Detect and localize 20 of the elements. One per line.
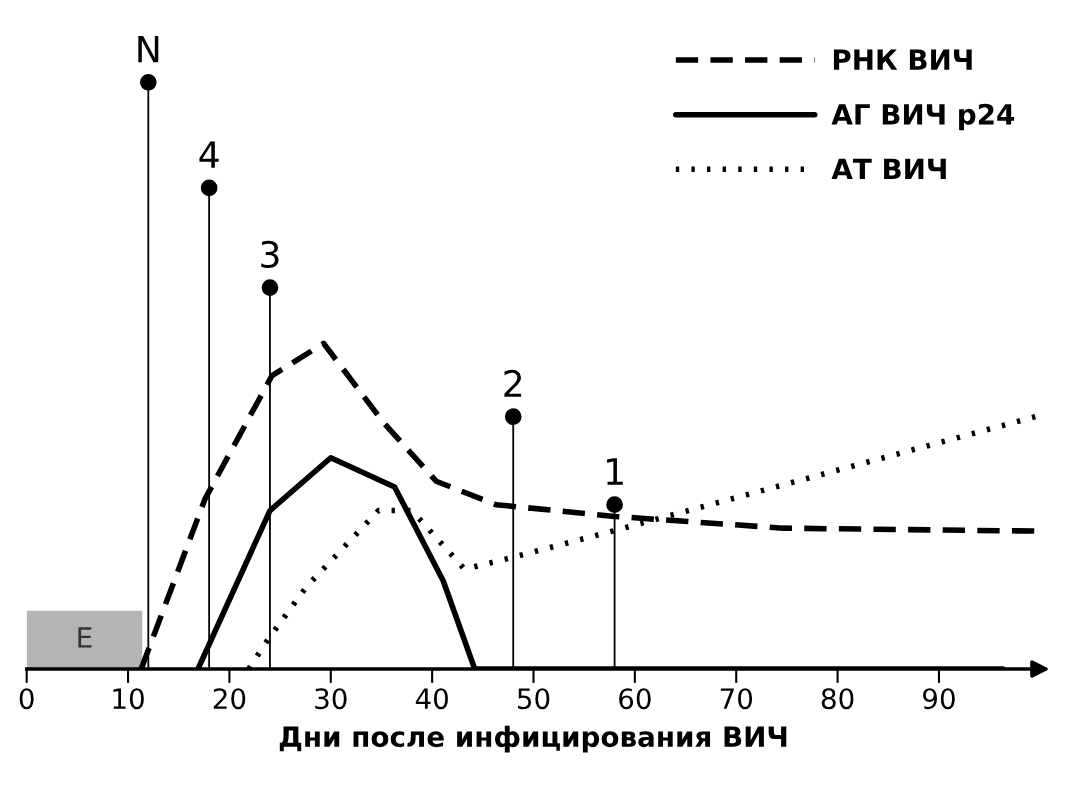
annotation: N	[138, 35, 159, 63]
legend-label: АТ ВИЧ	[831, 158, 946, 180]
x-tick-label: 40	[415, 688, 448, 710]
x-axis-title: Дни после инфицирования ВИЧ	[279, 725, 787, 753]
x-tick-label: 30	[315, 688, 347, 710]
annotation: 2	[504, 369, 522, 397]
x-tick-label: 60	[619, 688, 651, 710]
x-tick-label: 20	[213, 688, 246, 710]
x-tick-label: 0	[19, 688, 34, 710]
x-tick-label: 80	[821, 688, 854, 710]
band-label: E	[78, 627, 92, 648]
annotation: 3	[261, 240, 279, 269]
annotation: 1	[607, 458, 623, 485]
legend-label: РНК ВИЧ	[833, 49, 972, 70]
x-tick-label: 10	[113, 688, 144, 710]
x-tick-label: 50	[517, 688, 550, 710]
annotation: 4	[199, 141, 219, 168]
x-tick-label: 70	[720, 688, 753, 710]
legend-label: АГ ВИЧ p24	[831, 103, 1015, 131]
x-tick-label: 90	[923, 688, 955, 710]
